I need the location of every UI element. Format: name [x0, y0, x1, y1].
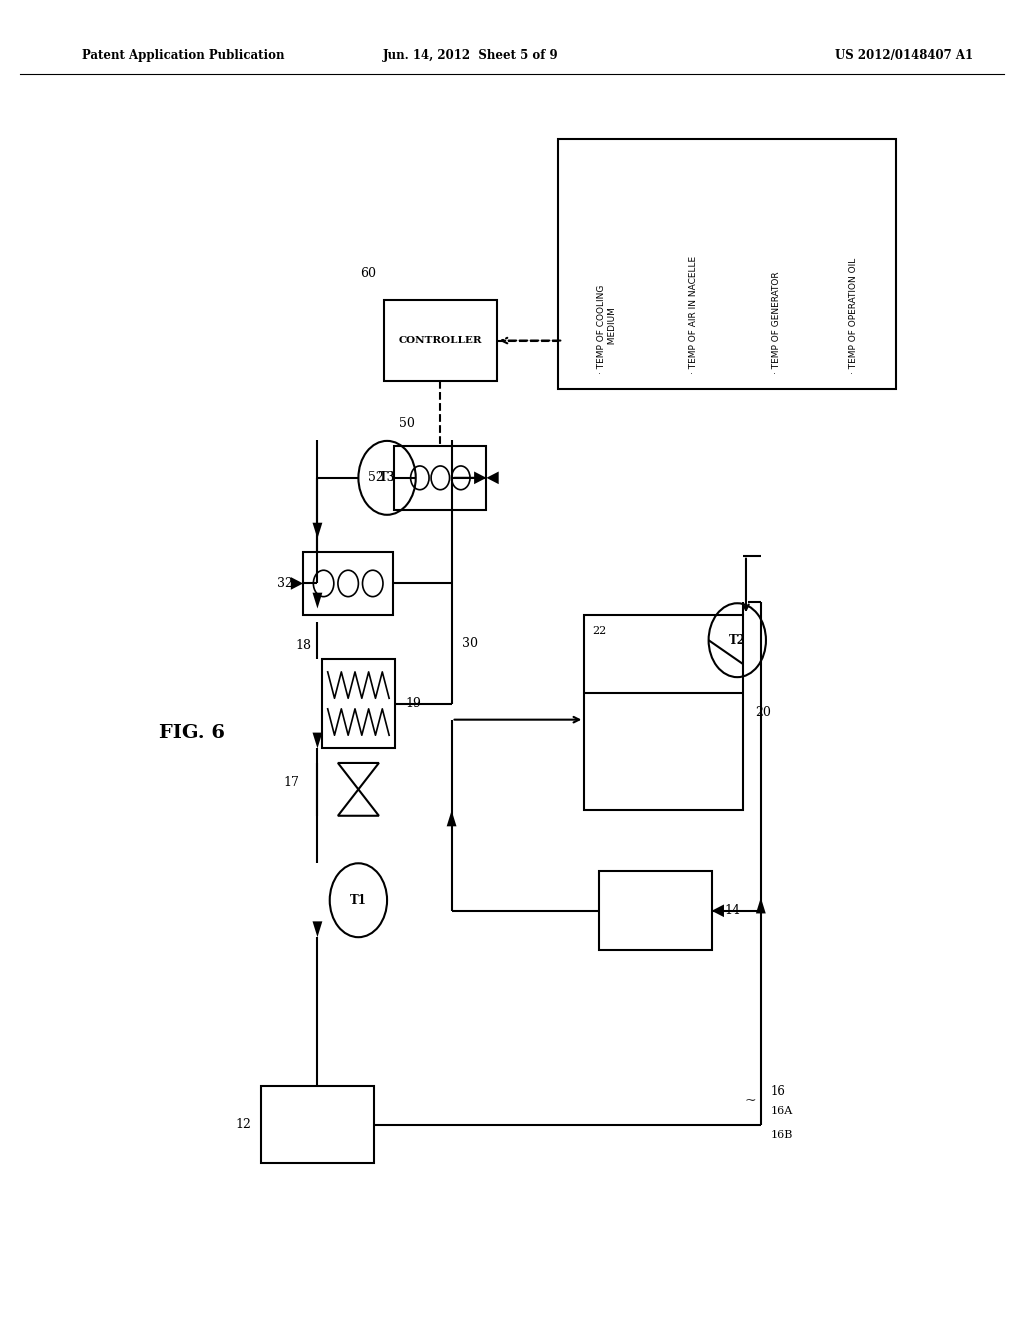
Text: 30: 30: [462, 638, 478, 649]
Text: · TEMP OF OPERATION OIL: · TEMP OF OPERATION OIL: [849, 257, 858, 374]
Text: US 2012/0148407 A1: US 2012/0148407 A1: [835, 49, 973, 62]
Text: 16B: 16B: [771, 1130, 794, 1140]
Text: 14: 14: [724, 904, 740, 917]
Bar: [394, 446, 486, 510]
Polygon shape: [312, 523, 323, 539]
Polygon shape: [291, 577, 303, 590]
Text: 17: 17: [283, 776, 299, 789]
Text: · TEMP OF GENERATOR: · TEMP OF GENERATOR: [771, 271, 780, 374]
Bar: [261, 1086, 374, 1163]
Text: · TEMP OF COOLING
  MEDIUM: · TEMP OF COOLING MEDIUM: [597, 284, 616, 374]
Bar: [303, 552, 393, 615]
Text: 50: 50: [399, 417, 416, 430]
Text: T1: T1: [350, 894, 367, 907]
Polygon shape: [312, 593, 323, 609]
Text: 12: 12: [234, 1118, 251, 1131]
Bar: [322, 659, 395, 748]
Text: 20: 20: [756, 706, 771, 719]
Polygon shape: [312, 733, 323, 748]
Polygon shape: [474, 471, 486, 484]
Text: 18: 18: [295, 639, 311, 652]
Polygon shape: [756, 898, 766, 913]
Text: 16A: 16A: [771, 1106, 794, 1117]
Text: FIG. 6: FIG. 6: [159, 723, 224, 742]
Text: Jun. 14, 2012  Sheet 5 of 9: Jun. 14, 2012 Sheet 5 of 9: [383, 49, 559, 62]
Polygon shape: [312, 921, 323, 937]
Polygon shape: [712, 904, 724, 917]
Text: 19: 19: [406, 697, 422, 710]
Polygon shape: [486, 471, 499, 484]
Bar: [558, 139, 896, 389]
Text: 60: 60: [359, 267, 376, 280]
Text: CONTROLLER: CONTROLLER: [398, 337, 482, 345]
Text: 22: 22: [592, 626, 606, 636]
Text: ~: ~: [744, 1094, 756, 1107]
Bar: [384, 300, 497, 381]
Text: Patent Application Publication: Patent Application Publication: [82, 49, 285, 62]
Text: T3: T3: [379, 471, 395, 484]
Text: · TEMP OF AIR IN NACELLE: · TEMP OF AIR IN NACELLE: [689, 256, 697, 374]
Text: 16: 16: [771, 1085, 786, 1098]
Text: 52: 52: [369, 471, 384, 484]
Polygon shape: [446, 810, 457, 826]
Text: T2: T2: [729, 634, 745, 647]
Bar: [584, 615, 743, 810]
Bar: [599, 871, 712, 950]
Text: 32: 32: [276, 577, 293, 590]
